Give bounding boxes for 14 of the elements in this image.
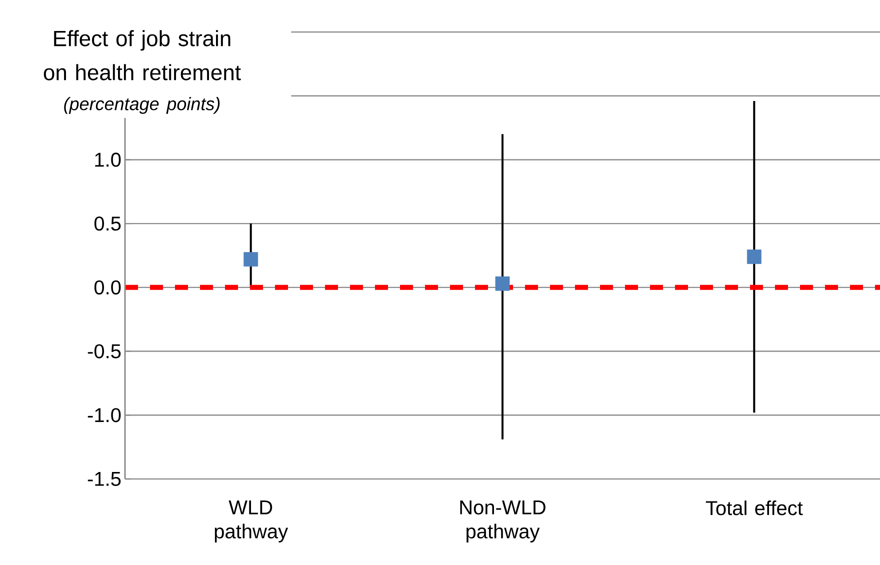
- x-tick-label: Total effect: [706, 500, 803, 516]
- point: [495, 276, 510, 291]
- y-tick-label: -1.0: [88, 408, 121, 422]
- y-tick-label: 0.5: [94, 216, 121, 231]
- y-tick-label: -1.5: [88, 472, 121, 486]
- y-tick-label: 1.0: [95, 152, 121, 167]
- text: (percentage points): [64, 97, 220, 114]
- point: [746, 250, 762, 264]
- y-tick-label: 0.0: [94, 280, 121, 294]
- x-tick-label: WLD pathway: [214, 500, 288, 542]
- point: [244, 252, 258, 267]
- text: Effect of job strain on health retirement: [44, 30, 241, 80]
- y-tick-label: -0.5: [88, 344, 121, 358]
- x-tick-label: Non-WLD pathway: [460, 500, 546, 542]
